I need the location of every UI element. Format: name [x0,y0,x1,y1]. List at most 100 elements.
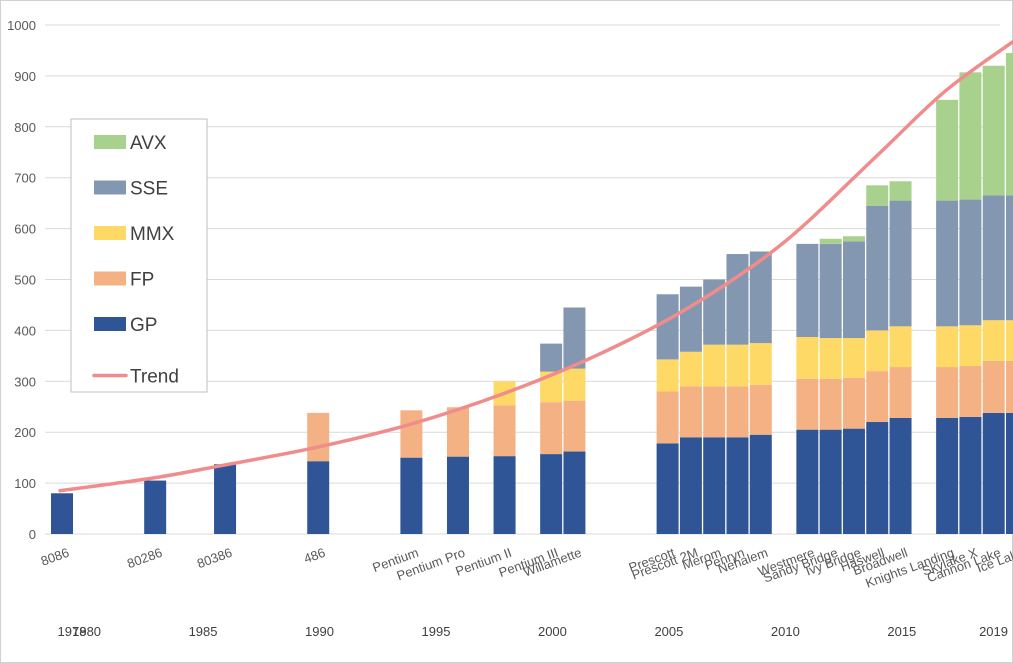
year-label: 1978 [58,624,87,639]
bar-segment-mmx [842,338,865,378]
bar-segment-mmx [1006,320,1013,361]
year-label: 1990 [305,624,334,639]
bar-stacks [51,52,1013,534]
bar-segment-mmx [796,337,819,379]
y-tick-label: 200 [14,425,36,440]
legend-swatch-gp [94,317,126,331]
bar-segment-sse [1006,195,1013,321]
year-label: 2000 [538,624,567,639]
bar-segment-mmx [726,344,749,387]
bar-segment-gp [51,493,73,534]
bar-segment-avx [889,181,912,201]
year-label: 1980 [72,624,101,639]
processor-label: 80286 [125,545,164,571]
bar-segment-gp [889,417,912,534]
bar-segment-sse [982,195,1005,321]
bar-segment-avx [866,185,889,206]
bar-segment-sse [703,279,726,345]
y-tick-label: 100 [14,476,36,491]
bar-segment-fp [656,391,679,444]
bar-segment-fp [540,402,563,455]
bar-segment-gp [796,429,819,534]
bar-segment-sse [819,243,842,339]
year-label: 2015 [887,624,916,639]
bar-segment-gp [540,454,563,534]
bar-segment-mmx [656,359,679,392]
bar-segment-sse [563,307,586,369]
legend-swatch-avx [94,135,126,149]
bar-segment-sse [796,243,819,338]
bar-segment-sse [889,200,912,327]
bar-segment-fp [819,378,842,430]
bar-segment-fp [796,378,819,430]
bar-segment-avx [936,99,959,201]
bar-segment-fp [889,367,912,418]
bar-segment-gp [866,422,889,534]
bar-segment-gp [703,437,726,534]
bar-segment-gp [214,464,237,534]
y-tick-label: 800 [14,120,36,135]
bar-segment-fp [679,386,702,438]
bar-segment-fp [982,360,1005,413]
bar-segment-gp [982,412,1005,534]
processor-label: 80386 [195,545,234,571]
bar-segment-avx [842,236,865,242]
bar-segment-sse [749,251,772,344]
bar-segment-sse [726,254,749,345]
bar-segment-gp [842,428,865,534]
bar-segment-gp [563,451,586,534]
bar-segment-gp [936,417,959,534]
legend-label: MMX [130,224,175,245]
bar-segment-gp [726,437,749,534]
y-tick-label: 300 [14,374,36,389]
y-tick-label: 1000 [7,18,36,33]
bar-segment-sse [679,286,702,352]
bar-segment-fp [842,377,865,429]
bar-segment-fp [446,407,469,457]
legend-swatch-sse [94,180,126,195]
bar-segment-mmx [703,344,726,387]
year-label: 2019 [979,624,1008,639]
bar-segment-mmx [749,343,772,385]
bar-segment-mmx [936,326,959,368]
bar-segment-avx [982,65,1005,196]
year-label: 1995 [422,624,451,639]
bar-segment-fp [959,366,982,417]
bar-segment-avx [959,72,982,200]
bar-segment-mmx [679,351,702,387]
bar-segment-mmx [819,338,842,379]
bar-segment-gp [749,434,772,534]
legend-label: GP [130,315,157,336]
y-tick-label: 900 [14,69,36,84]
y-tick-label: 0 [29,527,36,542]
bar-segment-gp [144,480,167,534]
bar-segment-gp [1006,412,1013,534]
bar-segment-fp [749,384,772,435]
bar-segment-sse [656,294,679,360]
bar-segment-mmx [889,326,912,368]
legend-label: FP [130,270,154,291]
bar-segment-fp [400,410,423,458]
bar-segment-mmx [563,368,586,401]
y-tick-label: 600 [14,222,36,237]
legend-box [70,118,208,393]
y-tick-label: 500 [14,273,36,288]
legend-label: Trend [130,367,179,388]
legend-label: AVX [130,133,167,154]
bar-segment-fp [493,405,516,457]
year-label: 1985 [189,624,218,639]
bar-segment-mmx [982,320,1005,361]
y-tick-label: 400 [14,323,36,338]
legend-swatch-mmx [94,226,126,240]
bar-segment-avx [819,238,842,244]
processor-label: 8086 [39,545,71,569]
processor-label: 486 [302,545,328,567]
bar-segment-sse [540,343,563,372]
bar-segment-gp [679,437,702,534]
bar-segment-gp [446,456,469,534]
bar-segment-sse [842,241,865,339]
legend-swatch-fp [94,271,126,286]
year-label: 2010 [771,624,800,639]
